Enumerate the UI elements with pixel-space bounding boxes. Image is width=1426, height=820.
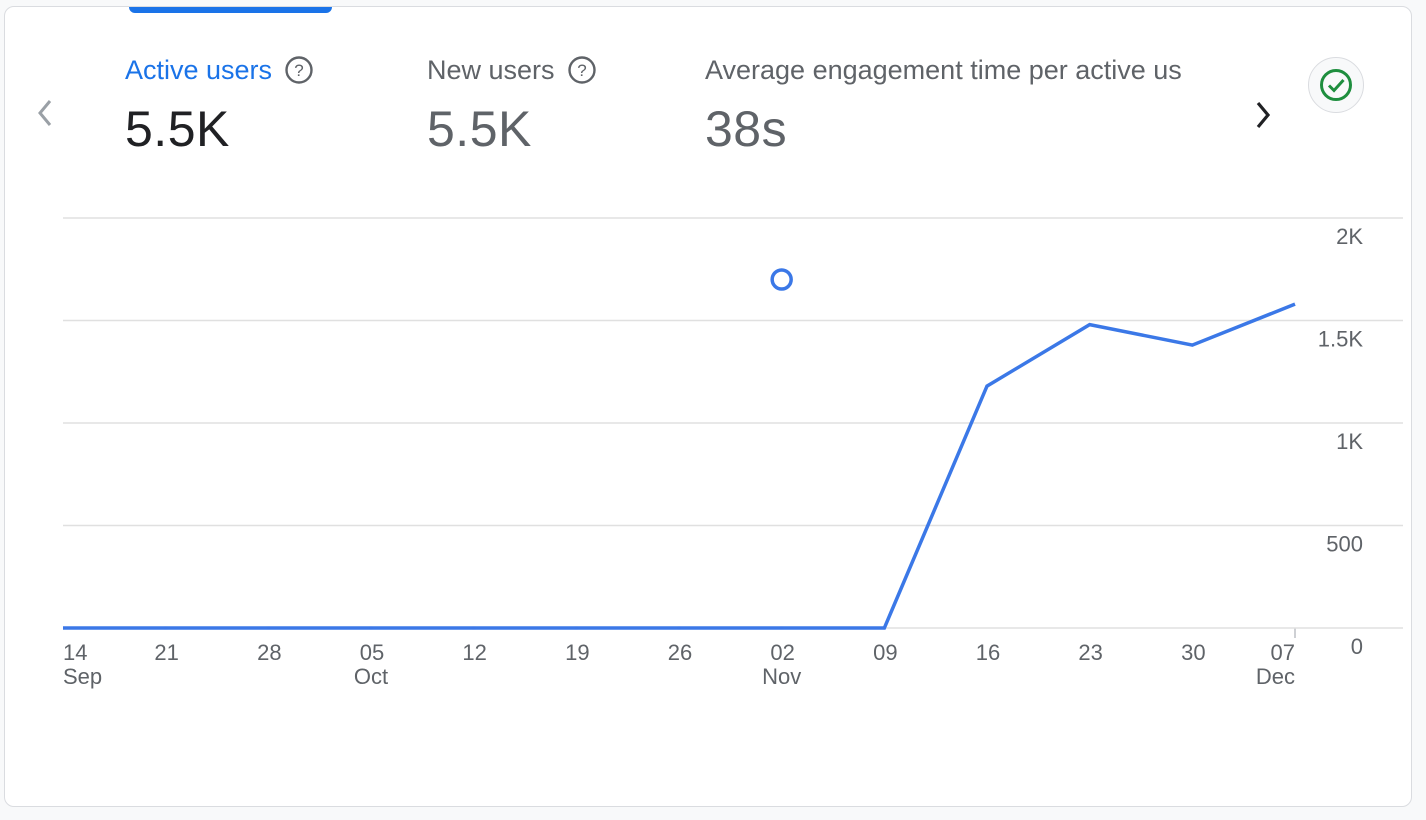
x-tick-label: 23: [1078, 640, 1102, 665]
svg-text:?: ?: [294, 61, 303, 80]
x-tick-label: 05: [360, 640, 384, 665]
help-icon[interactable]: ?: [567, 55, 597, 85]
data-point: [985, 384, 989, 388]
y-tick-label: 2K: [1336, 224, 1363, 249]
x-tick-month-label: Oct: [354, 664, 388, 689]
metric-value: 5.5K: [427, 101, 532, 157]
x-tick-label: 09: [873, 640, 897, 665]
chart-card: Active users ? 5.5K New users ? 5.5K Ave…: [4, 6, 1412, 807]
data-point: [1190, 343, 1194, 347]
x-tick-month-label: Sep: [63, 664, 102, 689]
data-point: [369, 626, 373, 630]
data-point: [677, 626, 681, 630]
metric-label: New users: [427, 55, 555, 85]
metric-label: Active users: [125, 55, 273, 85]
data-point: [780, 626, 784, 630]
svg-text:?: ?: [577, 61, 586, 80]
data-point: [1088, 323, 1092, 327]
data-point: [1293, 302, 1297, 306]
metric-tab-avg-engagement[interactable]: Average engagement time per active us 38…: [705, 53, 1221, 159]
chevron-left-icon[interactable]: [25, 93, 65, 133]
x-tick-label: 07: [1271, 640, 1295, 665]
selected-tab-indicator: [129, 7, 332, 13]
metric-tab-active-users[interactable]: Active users ? 5.5K: [125, 53, 314, 159]
data-point: [472, 626, 476, 630]
x-tick-label: 12: [462, 640, 486, 665]
chevron-right-icon[interactable]: [1243, 95, 1283, 135]
x-tick-label: 30: [1181, 640, 1205, 665]
y-tick-label: 500: [1326, 532, 1363, 557]
metric-tab-new-users[interactable]: New users ? 5.5K: [427, 53, 597, 159]
metric-value: 5.5K: [125, 101, 230, 157]
y-tick-label: 1.5K: [1318, 327, 1364, 352]
data-point: [164, 626, 168, 630]
series-line: [63, 302, 1296, 630]
help-icon[interactable]: ?: [284, 55, 314, 85]
data-point: [61, 626, 65, 630]
annotation-marker: [770, 268, 793, 291]
x-tick-label: 16: [976, 640, 1000, 665]
data-quality-status-button[interactable]: [1308, 57, 1364, 113]
x-tick-label: 19: [565, 640, 589, 665]
data-point: [266, 626, 270, 630]
check-circle-icon: [1320, 69, 1352, 101]
x-tick-label: 14: [63, 640, 87, 665]
metric-label: Average engagement time per active us: [705, 55, 1182, 85]
data-point: [882, 626, 886, 630]
x-tick-month-label: Nov: [762, 664, 801, 689]
y-tick-label: 1K: [1336, 429, 1363, 454]
x-tick-label: 28: [257, 640, 281, 665]
x-tick-label: 26: [668, 640, 692, 665]
y-tick-label: 0: [1351, 634, 1363, 659]
data-point: [574, 626, 578, 630]
metric-value: 38s: [705, 101, 788, 157]
x-tick-month-label: Dec: [1256, 664, 1295, 689]
x-tick-label: 02: [770, 640, 794, 665]
x-tick-label: 21: [154, 640, 178, 665]
